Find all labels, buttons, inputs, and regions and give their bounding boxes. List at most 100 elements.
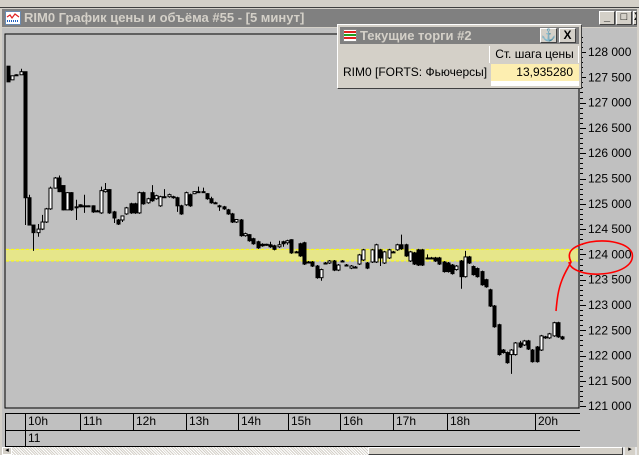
window-title: RIM0 График цены и объёма #55 - [5 минут… [24,10,305,25]
candle-up [463,256,468,278]
candle-up [53,177,58,189]
candle-down [23,71,28,199]
plot-frame [4,33,580,409]
scroll-thumb[interactable] [368,447,623,455]
y-tick-label: 128 000 [588,45,632,59]
candle-up [99,190,104,214]
minimize-button[interactable]: _ [599,11,615,25]
candle-down [141,192,146,205]
candle-up [103,189,108,193]
window-titlebar[interactable]: RIM0 График цены и объёма #55 - [5 минут… [2,9,637,27]
candle-up [82,205,87,208]
row-price-step-value[interactable]: 13,935280 [491,64,579,81]
candle-down [420,249,425,266]
y-tick-label: 122 000 [588,349,632,363]
candle-up [10,75,15,81]
candle-up [509,349,514,356]
x-tick-label: 12h [136,414,157,428]
candle-up [306,261,311,264]
candle-down [535,346,540,363]
candle-up [74,206,79,209]
candle-down [129,203,134,214]
candle-up [327,260,332,264]
candle-down [446,262,451,273]
candle-up [162,196,167,199]
popup-close-button[interactable]: X [559,28,576,43]
candle-up [196,191,201,194]
candle-down [78,204,83,208]
candle-up [120,215,125,221]
candle-down [27,197,32,226]
candle-down [133,203,138,214]
chart-background [2,28,637,453]
x-tick-label: 17h [396,414,417,428]
candle-down [112,211,117,219]
candle-up [319,269,324,279]
candle-down [222,206,227,210]
candle-up [201,191,206,194]
anchor-button[interactable]: ⚓ [540,28,557,43]
candle-up [40,221,45,230]
candle-up [243,233,248,237]
candle-down [230,213,235,223]
price-axis: 128 000 127 500 127 000 126 500 126 000 125 5… [580,37,632,413]
candle-down [497,324,502,356]
candle-up [36,228,41,234]
candle-up [158,196,163,207]
candle-up [361,249,366,261]
maximize-button[interactable]: □ [616,11,632,25]
candle-down [268,244,273,248]
candle-up [547,333,552,339]
candle-up [154,195,159,200]
candle-down [488,289,493,307]
x-tick-label: 20h [538,414,559,428]
candle-up [552,322,557,337]
candle-down [310,261,315,267]
candle-up [336,264,341,271]
scroll-track[interactable] [12,447,368,455]
time-axis: 11 10h 11h 12h 13h 14h 15h 16h 17h 18h 20h [5,413,580,447]
y-tick-label: 126 000 [588,146,632,160]
column-header-price-step[interactable]: Ст. шага цены [491,46,579,63]
scroll-right-button[interactable]: ▸ [625,446,635,455]
trades-table: Ст. шага цены RIM0 [FORTS: Фьючерсы] 13,… [340,46,579,86]
mdi-top-strip [0,0,639,8]
x-tick-label: 11h [83,414,103,428]
x-tick-label: 15h [291,414,312,428]
candle-down [209,198,214,204]
candle-up [192,191,197,195]
candle-up [543,336,548,339]
candle-up [395,244,400,251]
candle-down [556,322,561,338]
candle-down [467,256,472,264]
candle-up [294,251,299,254]
candle-up [171,196,176,199]
candle-down [57,177,62,193]
y-tick-label: 123 000 [588,298,632,312]
current-trades-window: Текущие торги #2 ⚓ X Ст. шага цены RIM0 … [337,24,582,89]
candle-down [442,261,447,273]
candle-up [382,251,387,264]
candle-up [217,205,222,208]
popup-titlebar[interactable]: Текущие торги #2 ⚓ X [340,27,579,44]
candle-down [475,268,480,278]
scroll-left-button[interactable]: ◂ [2,447,12,455]
candle-up [86,205,91,208]
candle-up [146,198,151,204]
horizontal-scrollbar[interactable]: ◂ ▸ [2,446,637,455]
chart-window: RIM0 График цены и объёма #55 - [5 минут… [0,8,639,455]
candle-up [513,342,518,356]
candle-down [332,260,337,271]
candle-down [433,257,438,262]
close-button[interactable]: X [633,11,637,25]
x-tick-label: 14h [241,414,262,428]
row-instrument[interactable]: RIM0 [FORTS: Фьючерсы] [343,65,488,79]
candle-up [387,249,392,259]
candle-down [459,260,464,278]
candle-down [247,234,252,242]
candle-down [91,205,96,213]
y-tick-label: 125 500 [588,172,632,186]
candle-up [213,202,218,205]
y-tick-label: 126 500 [588,121,632,135]
